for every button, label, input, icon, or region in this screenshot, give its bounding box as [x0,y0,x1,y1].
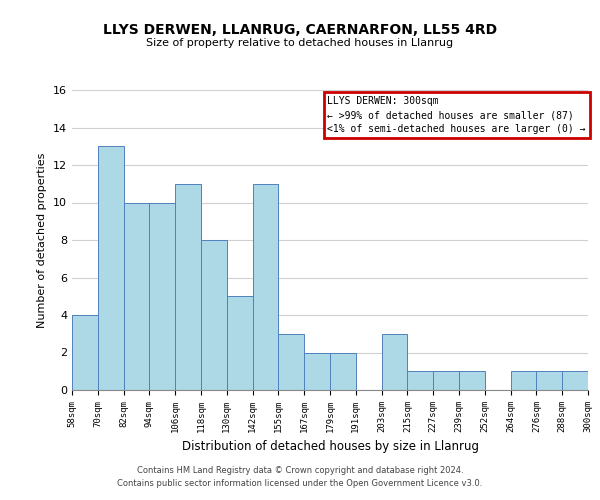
Bar [562,371,588,390]
Text: LLYS DERWEN, LLANRUG, CAERNARFON, LL55 4RD: LLYS DERWEN, LLANRUG, CAERNARFON, LL55 4… [103,22,497,36]
Bar [330,352,356,390]
Bar [382,334,407,390]
Text: Size of property relative to detached houses in Llanrug: Size of property relative to detached ho… [146,38,454,48]
Bar [433,371,459,390]
Bar [407,371,433,390]
Bar [459,371,485,390]
Bar [201,240,227,390]
Text: Contains HM Land Registry data © Crown copyright and database right 2024.
Contai: Contains HM Land Registry data © Crown c… [118,466,482,487]
Bar [253,184,278,390]
Bar [98,146,124,390]
Y-axis label: Number of detached properties: Number of detached properties [37,152,47,328]
Bar [536,371,562,390]
X-axis label: Distribution of detached houses by size in Llanrug: Distribution of detached houses by size … [182,440,479,454]
Text: LLYS DERWEN: 300sqm
← >99% of detached houses are smaller (87)
<1% of semi-detac: LLYS DERWEN: 300sqm ← >99% of detached h… [328,96,586,134]
Bar [149,202,175,390]
Bar [304,352,330,390]
Bar [511,371,536,390]
Bar [72,315,98,390]
Bar [227,296,253,390]
Bar [175,184,201,390]
Bar [278,334,304,390]
Bar [124,202,149,390]
